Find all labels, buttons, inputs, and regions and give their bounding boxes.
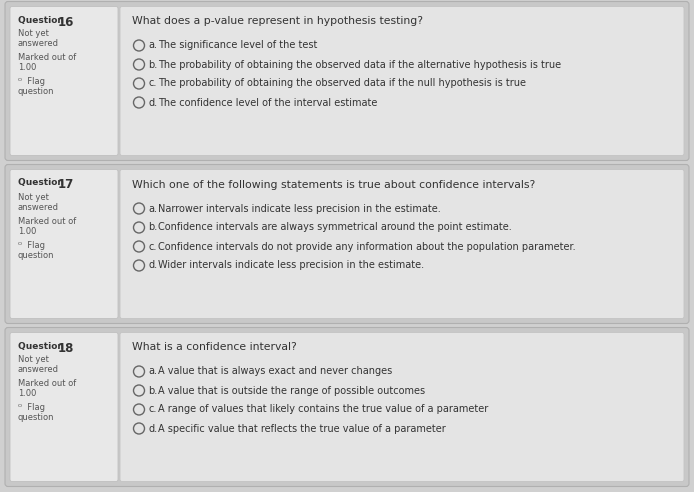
Text: A range of values that likely contains the true value of a parameter: A range of values that likely contains t… (158, 404, 489, 414)
Text: question: question (18, 88, 55, 96)
FancyBboxPatch shape (5, 328, 689, 487)
Text: The confidence level of the interval estimate: The confidence level of the interval est… (158, 97, 378, 107)
FancyBboxPatch shape (10, 333, 118, 482)
Text: answered: answered (18, 39, 59, 49)
Text: Marked out of: Marked out of (18, 216, 76, 225)
FancyBboxPatch shape (120, 333, 684, 482)
Text: A value that is outside the range of possible outcomes: A value that is outside the range of pos… (158, 386, 425, 396)
Text: ᴼ  Flag: ᴼ Flag (18, 403, 45, 412)
Text: ᴼ  Flag: ᴼ Flag (18, 241, 45, 249)
Text: d.: d. (149, 424, 158, 433)
Text: Which one of the following statements is true about confidence intervals?: Which one of the following statements is… (132, 180, 535, 189)
Text: b.: b. (149, 222, 158, 233)
Text: d.: d. (149, 260, 158, 271)
Text: question: question (18, 413, 55, 423)
Text: Confidence intervals do not provide any information about the population paramet: Confidence intervals do not provide any … (158, 242, 576, 251)
Text: The probability of obtaining the observed data if the alternative hypothesis is : The probability of obtaining the observe… (158, 60, 561, 69)
Text: Not yet: Not yet (18, 30, 49, 38)
Text: The probability of obtaining the observed data if the null hypothesis is true: The probability of obtaining the observe… (158, 79, 527, 89)
Text: d.: d. (149, 97, 158, 107)
Text: Question: Question (18, 179, 67, 187)
FancyBboxPatch shape (10, 6, 118, 155)
FancyBboxPatch shape (545, 2, 620, 18)
Text: c.: c. (149, 404, 157, 414)
Text: Confidence intervals are always symmetrical around the point estimate.: Confidence intervals are always symmetri… (158, 222, 512, 233)
Text: Question: Question (18, 341, 67, 350)
Text: Marked out of: Marked out of (18, 379, 76, 389)
Text: answered: answered (18, 366, 59, 374)
FancyBboxPatch shape (120, 6, 684, 155)
Text: Not yet: Not yet (18, 192, 49, 202)
Text: question: question (18, 250, 55, 259)
Text: a.: a. (149, 40, 158, 51)
Text: A specific value that reflects the true value of a parameter: A specific value that reflects the true … (158, 424, 446, 433)
Text: Marked out of: Marked out of (18, 54, 76, 62)
Text: a.: a. (149, 367, 158, 376)
Text: b.: b. (149, 386, 158, 396)
Text: answered: answered (18, 203, 59, 212)
Text: Narrower intervals indicate less precision in the estimate.: Narrower intervals indicate less precisi… (158, 204, 441, 214)
Text: c.: c. (149, 79, 157, 89)
Text: 18: 18 (58, 341, 74, 355)
Text: What is a confidence interval?: What is a confidence interval? (132, 342, 297, 352)
FancyBboxPatch shape (5, 1, 689, 160)
Text: 1.00: 1.00 (18, 63, 36, 72)
Text: 17: 17 (58, 179, 74, 191)
Text: What does a p-value represent in hypothesis testing?: What does a p-value represent in hypothe… (132, 17, 423, 27)
FancyBboxPatch shape (120, 170, 684, 318)
Text: ᴼ  Flag: ᴼ Flag (18, 78, 45, 87)
Text: 1.00: 1.00 (18, 226, 36, 236)
Text: 1.00: 1.00 (18, 390, 36, 399)
FancyBboxPatch shape (10, 170, 118, 318)
Text: 16: 16 (58, 16, 74, 29)
FancyBboxPatch shape (5, 164, 689, 324)
Text: The significance level of the test: The significance level of the test (158, 40, 318, 51)
Text: Wider intervals indicate less precision in the estimate.: Wider intervals indicate less precision … (158, 260, 425, 271)
Text: a.: a. (149, 204, 158, 214)
Text: b.: b. (149, 60, 158, 69)
FancyBboxPatch shape (622, 2, 682, 18)
Text: Not yet: Not yet (18, 356, 49, 365)
Text: Question: Question (18, 16, 67, 25)
Text: c.: c. (149, 242, 157, 251)
Text: A value that is always exact and never changes: A value that is always exact and never c… (158, 367, 393, 376)
